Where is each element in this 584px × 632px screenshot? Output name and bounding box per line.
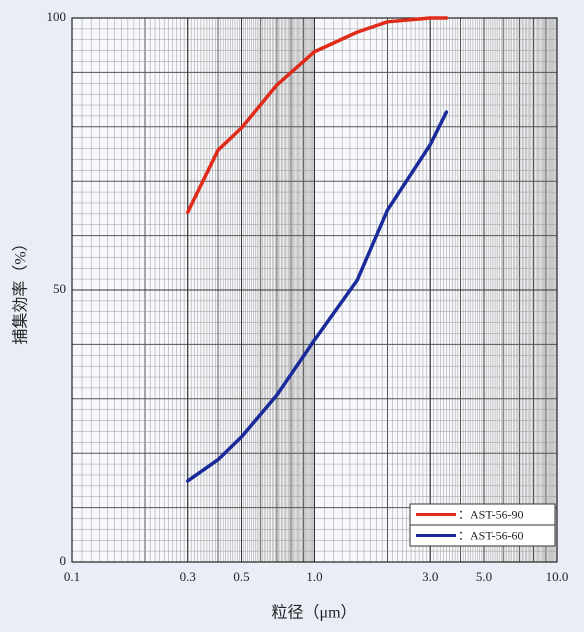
series-line xyxy=(185,110,449,483)
y-tick-label: 50 xyxy=(53,281,66,296)
x-tick-label: 0.5 xyxy=(233,569,249,584)
legend-label: ：AST-56-90 xyxy=(458,507,524,521)
legend-box xyxy=(409,524,556,547)
x-tick-label: 0.1 xyxy=(64,569,80,584)
plot-border xyxy=(71,17,558,563)
y-tick-label: 100 xyxy=(47,9,67,24)
x-tick-label: 0.3 xyxy=(180,569,196,584)
x-tick-label: 1.0 xyxy=(306,569,322,584)
legend-label: ：AST-56-60 xyxy=(458,528,524,542)
x-tick-label: 3.0 xyxy=(422,569,438,584)
x-tick-label: 5.0 xyxy=(476,569,492,584)
y-tick-label: 0 xyxy=(60,553,67,568)
x-axis-label: 粒径（μm） xyxy=(271,604,356,622)
y-axis-label: 捕集効率（%） xyxy=(12,235,30,344)
x-tick-label: 10.0 xyxy=(546,569,569,584)
series-line xyxy=(185,16,449,214)
